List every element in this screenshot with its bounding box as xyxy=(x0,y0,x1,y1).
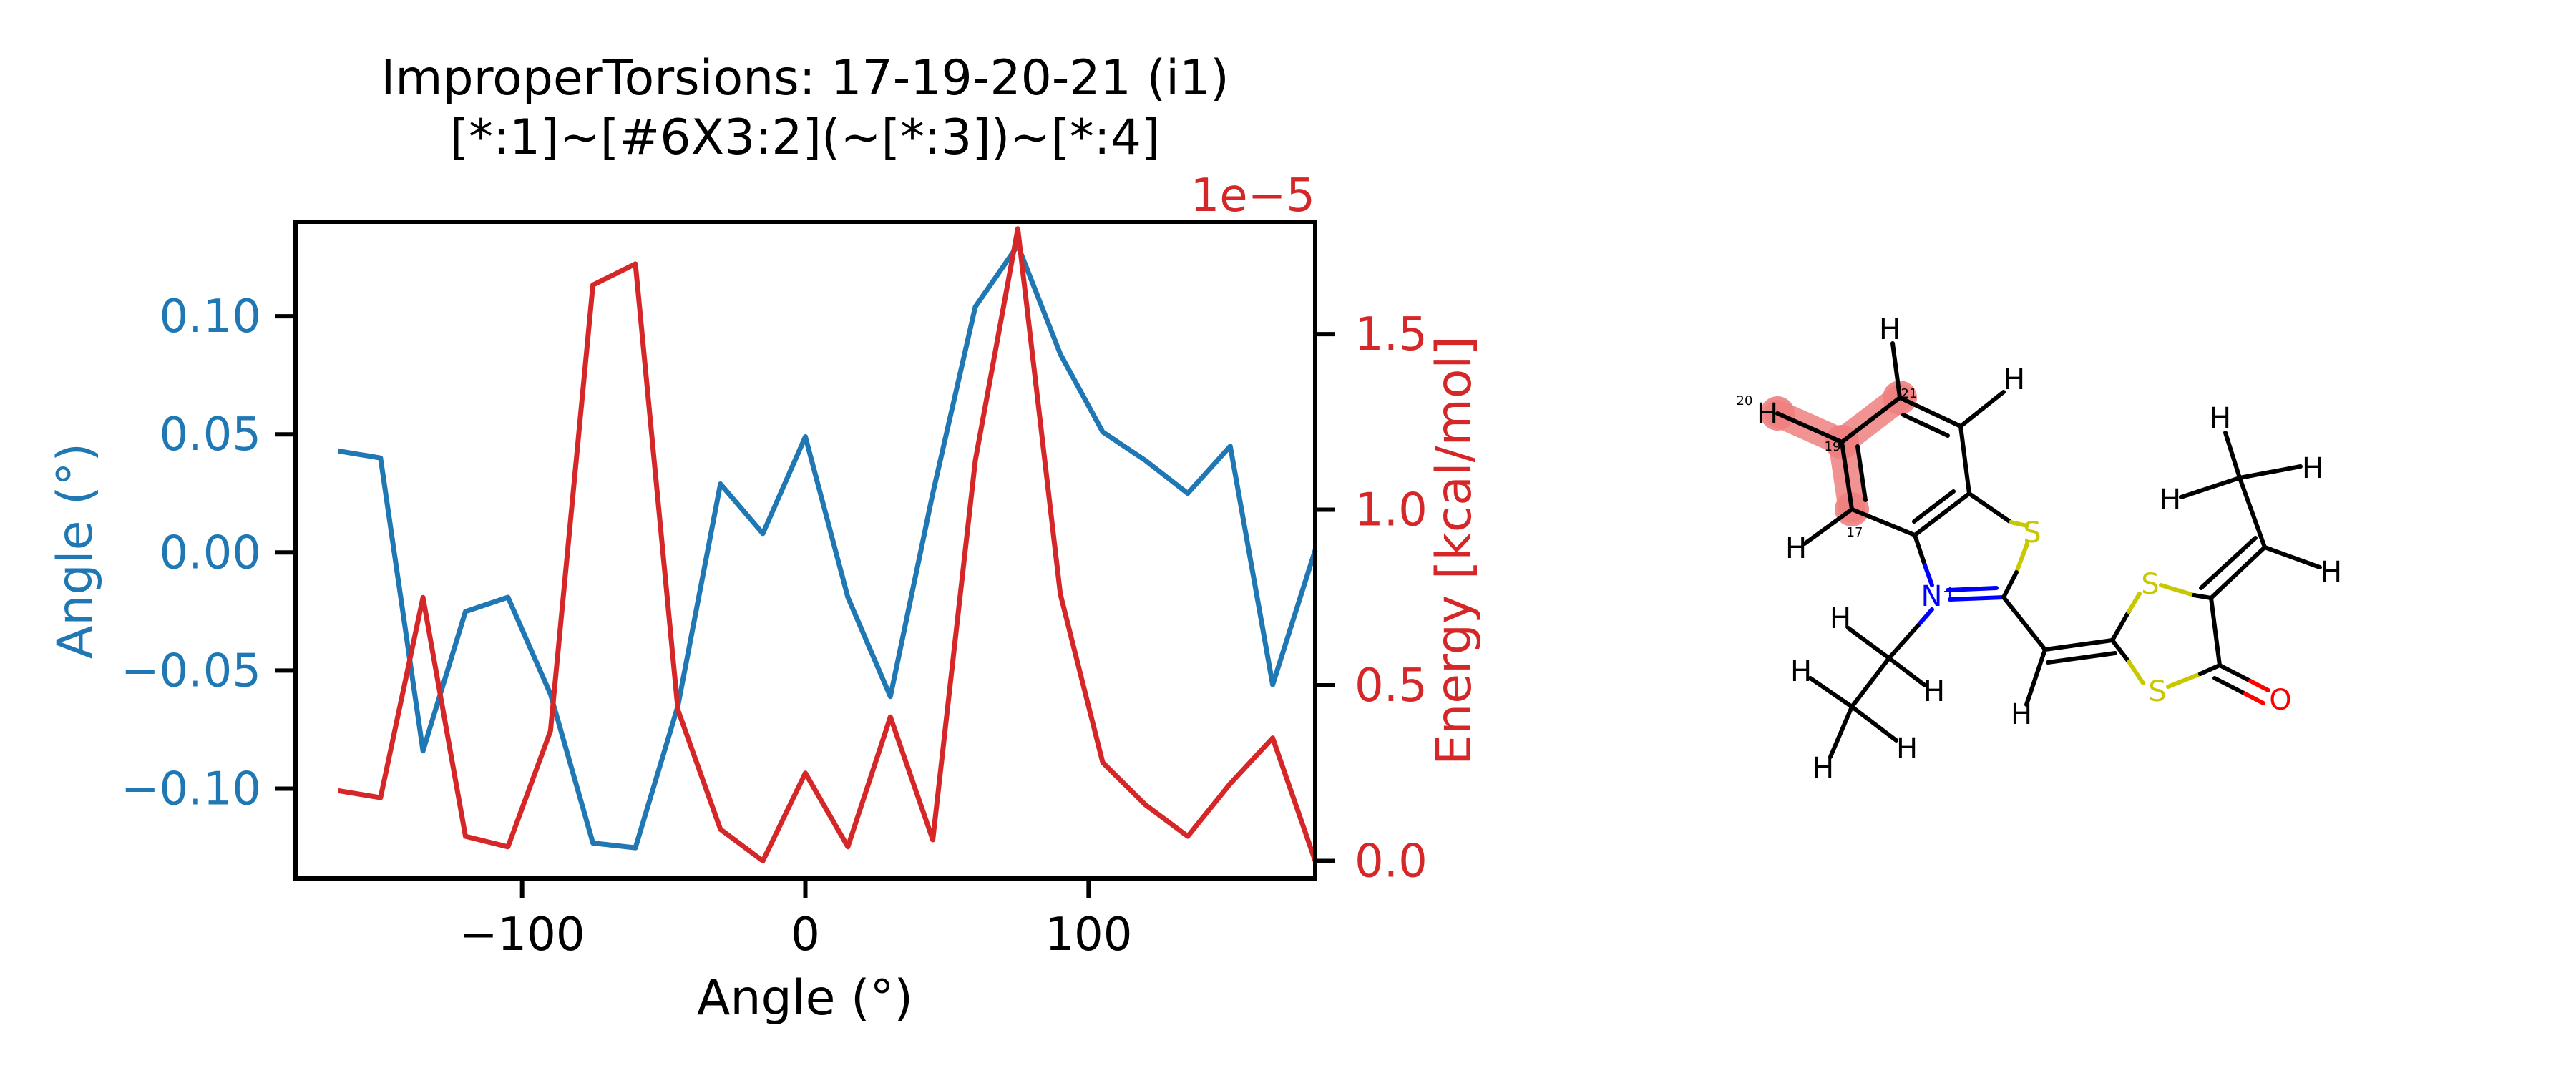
atom-label-s1: S xyxy=(2023,516,2041,549)
y-axis-left-label: Angle (°) xyxy=(47,443,104,659)
y-right-tick-label: 0.0 xyxy=(1355,835,1428,888)
atom-label-h-vinyl-1: H xyxy=(2210,402,2231,435)
y-axis-right-label: Energy [kcal/mol] xyxy=(1426,336,1483,765)
atom-number-19: 19 xyxy=(1825,439,1841,454)
atom-label-s3: S xyxy=(2148,675,2166,708)
atom-label-n1: N⁺ xyxy=(1921,580,1957,613)
x-tick-label: 0 xyxy=(791,908,820,961)
atom-label-h-ring-right: H xyxy=(2004,363,2025,396)
plot-frame xyxy=(293,220,1317,881)
atom-number-21: 21 xyxy=(1901,386,1918,401)
atom-label-h-ring-bottom: H xyxy=(1785,532,1807,565)
atom-label-h-vinyl-4: H xyxy=(2321,556,2342,589)
x-tick-label: −100 xyxy=(459,908,585,961)
series-line-right xyxy=(337,226,1318,863)
y-axis-right-offset: 1e−5 xyxy=(1191,170,1315,222)
y-right-tick-label: 1.0 xyxy=(1355,484,1428,537)
plot-area: −100 0 100 0.10 0.05 0.00 −0.05 −0.10 1.5 1.0 0.5 0… xyxy=(121,220,1428,961)
y-left-tick-label: −0.05 xyxy=(121,645,261,697)
atom-labels: H 20 H H H S N⁺ S S O H H H H H H H H H … xyxy=(1737,313,2342,785)
y-left-tick-label: 0.00 xyxy=(160,526,262,579)
chart-subtitle: [*:1]~[#6X3:2](~[*:3])~[*:4] xyxy=(449,109,1160,166)
atom-label-h-ethyl-5: H xyxy=(1896,733,1918,765)
atom-label-h-ethyl-3: H xyxy=(1790,655,1812,688)
atom-label-s2: S xyxy=(2141,568,2159,601)
chart-title: ImproperTorsions: 17-19-20-21 (i1) xyxy=(381,50,1229,107)
atom-label-h-ethyl-1: H xyxy=(1830,602,1851,635)
atom-label-h-ethyl-2: H xyxy=(1923,675,1945,708)
y-left-tick-label: 0.10 xyxy=(160,290,262,343)
series-line-left xyxy=(337,242,1318,851)
atom-label-h-top: H xyxy=(1879,313,1901,346)
molecule-structure: H 20 H H H S N⁺ S S O H H H H H H H H H … xyxy=(1737,313,2342,785)
atom-label-h-ethyl-4: H xyxy=(1813,752,1834,785)
series-layer xyxy=(337,226,1318,863)
atom-label-h20: H xyxy=(1757,398,1778,431)
axes-layer: −100 0 100 0.10 0.05 0.00 −0.05 −0.10 1.5 1.0 0.5 0… xyxy=(121,290,1428,961)
x-tick-label: 100 xyxy=(1045,908,1132,961)
atom-label-h-vinyl-2: H xyxy=(2160,484,2181,516)
atom-label-h-chain: H xyxy=(2011,698,2032,731)
y-left-tick-label: 0.05 xyxy=(160,408,262,461)
y-right-tick-label: 1.5 xyxy=(1355,308,1428,361)
x-axis-label: Angle (°) xyxy=(697,970,913,1027)
y-right-tick-label: 0.5 xyxy=(1355,660,1428,712)
atom-label-h-vinyl-3: H xyxy=(2302,452,2323,485)
atom-number-17: 17 xyxy=(1847,525,1863,540)
atom-label-o1: O xyxy=(2269,684,2291,717)
atom-number-20: 20 xyxy=(1737,393,1753,408)
bonds xyxy=(1775,341,2322,759)
y-left-tick-label: −0.10 xyxy=(121,763,261,816)
